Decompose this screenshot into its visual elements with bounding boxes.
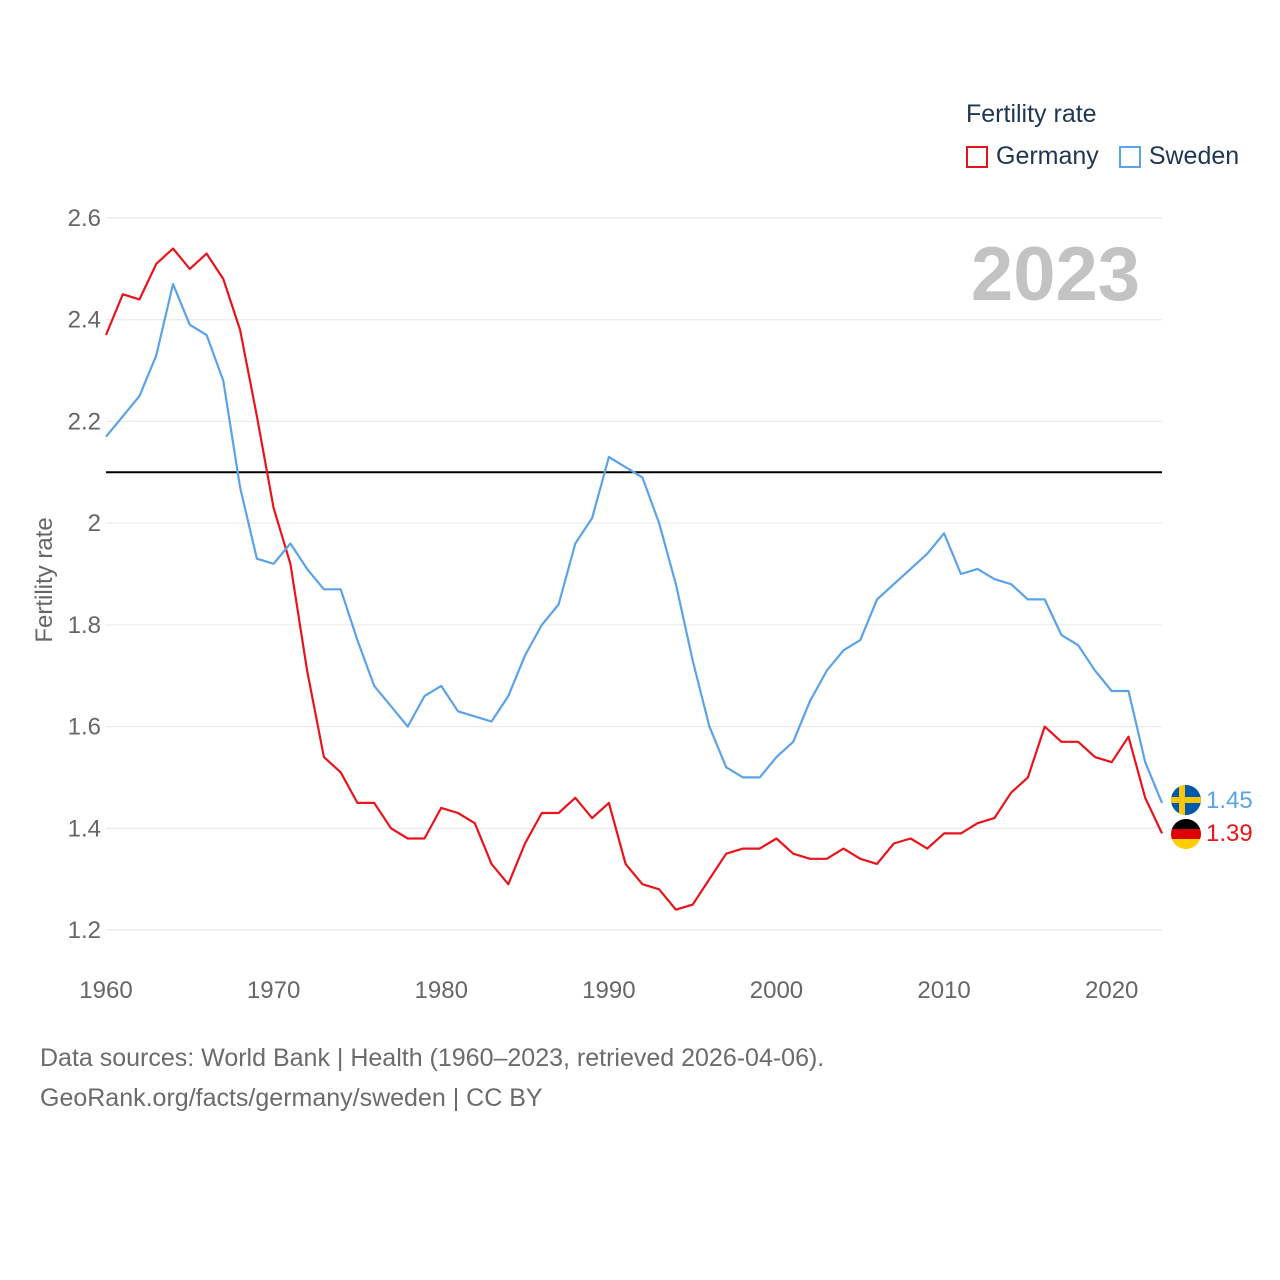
germany-flag-icon	[1171, 819, 1201, 849]
series-line-sweden	[105, 283, 1164, 804]
x-tick-label: 2000	[750, 977, 803, 1004]
x-tick-label: 1980	[415, 977, 468, 1004]
y-axis-label: Fertility rate	[31, 517, 58, 642]
y-tick-label: 2.6	[68, 205, 101, 232]
y-tick-label: 2	[88, 510, 101, 537]
y-tick-label: 1.2	[68, 917, 101, 944]
legend-label-germany: Germany	[996, 142, 1099, 170]
germany-end-value: 1.39	[1206, 820, 1253, 847]
y-tick-label: 2.4	[68, 307, 101, 334]
x-tick-label: 1970	[247, 977, 300, 1004]
series-line-germany	[104, 247, 1163, 911]
year-label: 2023	[971, 232, 1140, 317]
legend-item-sweden[interactable]: Sweden	[1118, 142, 1240, 171]
legend-item-germany[interactable]: Germany	[966, 142, 1099, 171]
y-axis-ticks: 1.2 1.4 1.6 1.8 2 2.2 2.4 2.6	[68, 205, 101, 944]
x-tick-label: 1960	[79, 977, 132, 1004]
sweden-end-value: 1.45	[1206, 787, 1253, 814]
series-lines	[104, 247, 1164, 911]
attribution-note: GeoRank.org/facts/germany/sweden | CC BY	[40, 1084, 543, 1112]
legend: Germany Sweden	[966, 142, 1239, 171]
x-tick-label: 2010	[917, 977, 970, 1004]
y-tick-label: 2.2	[68, 408, 101, 435]
x-tick-label: 1990	[582, 977, 635, 1004]
y-tick-label: 1.4	[68, 815, 101, 842]
x-tick-label: 2020	[1085, 977, 1138, 1004]
legend-swatch-sweden	[1118, 145, 1141, 168]
x-axis-ticks: 1960 1970 1980 1990 2000 2010 2020	[79, 977, 1138, 1004]
data-sources-note: Data sources: World Bank | Health (1960–…	[40, 1044, 825, 1072]
y-tick-label: 1.6	[68, 714, 101, 741]
legend-swatch-germany	[966, 145, 988, 168]
gridlines	[106, 217, 1162, 931]
y-tick-label: 1.8	[68, 612, 101, 639]
legend-title: Fertility rate	[966, 100, 1097, 128]
legend-label-sweden: Sweden	[1148, 142, 1240, 170]
sweden-flag-icon	[1171, 785, 1201, 815]
